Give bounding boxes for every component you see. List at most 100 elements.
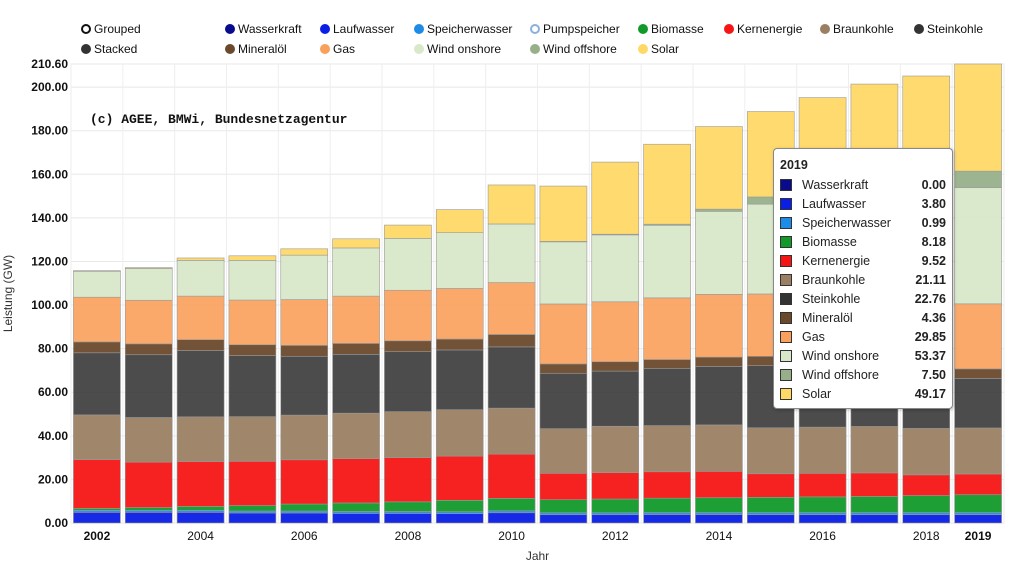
tooltip-swatch-icon: [780, 368, 792, 381]
bar-segment: [124, 417, 173, 463]
legend-item-stacked[interactable]: Stacked: [81, 42, 137, 56]
bar-segment: [746, 514, 795, 524]
bar-segment: [280, 503, 329, 512]
bar-segment: [954, 187, 1002, 305]
bar-segment: [124, 461, 173, 508]
bar-segment: [902, 474, 951, 496]
legend-item-series[interactable]: Wasserkraft: [225, 22, 302, 36]
legend-item-series[interactable]: Steinkohle: [914, 22, 983, 36]
y-tick-label: 180.00: [31, 124, 68, 138]
legend-item-series[interactable]: Solar: [638, 42, 679, 56]
bar-segment: [954, 473, 1002, 496]
bar-segment: [384, 457, 432, 503]
legend-label: Wind onshore: [427, 42, 502, 56]
legend-color-icon: [638, 24, 648, 34]
bar-segment: [176, 512, 225, 524]
tooltip-series-name: Kernenergie: [802, 253, 871, 268]
bar-segment: [798, 496, 847, 513]
tooltip-row: Steinkohle 22.76: [780, 289, 946, 308]
bar-segment: [798, 426, 847, 474]
tooltip-series-value: 7.50: [921, 367, 946, 382]
tooltip-series-name: Braunkohle: [802, 272, 866, 287]
tooltip-swatch-icon: [780, 216, 792, 229]
tooltip-series-name: Wasserkraft: [802, 177, 869, 192]
legend-color-icon: [320, 24, 330, 34]
legend-label: Mineralöl: [238, 42, 287, 56]
bar-segment: [176, 260, 225, 297]
x-tick-label: 2010: [498, 529, 525, 543]
bar-segment: [798, 473, 847, 498]
bar-segment: [591, 234, 640, 303]
legend-item-series[interactable]: Pumpspeicher: [530, 22, 620, 36]
legend-item-series[interactable]: Gas: [320, 42, 355, 56]
y-tick-label: 200.00: [31, 80, 68, 94]
bar-segment: [228, 505, 277, 512]
x-tick-label: 2008: [395, 529, 422, 543]
bar-segment: [332, 295, 380, 344]
bar-segment: [73, 341, 121, 354]
bar-segment: [591, 425, 640, 473]
bar-segment: [643, 359, 691, 369]
bar-segment: [591, 514, 640, 524]
legend-item-grouped[interactable]: Grouped: [81, 22, 141, 36]
tooltip-swatch-icon: [780, 311, 792, 324]
bar-segment: [176, 257, 225, 261]
legend-item-series[interactable]: Laufwasser: [320, 22, 394, 36]
legend-label: Gas: [333, 42, 356, 56]
legend-label: Wasserkraft: [238, 22, 302, 36]
bar-segment: [332, 513, 380, 524]
x-tick-label: 2014: [706, 529, 733, 543]
tooltip-row: Wind offshore 7.50: [780, 365, 946, 384]
bar-segment: [539, 473, 588, 500]
legend-item-series[interactable]: Wind onshore: [414, 42, 501, 56]
bar-segment: [384, 224, 432, 239]
legend-item-series[interactable]: Mineralöl: [225, 42, 287, 56]
bar-segment: [850, 496, 899, 513]
bar-segment: [280, 355, 329, 416]
x-tick-label: 2006: [291, 529, 318, 543]
legend-label: Solar: [651, 42, 680, 56]
bar-segment: [487, 512, 536, 524]
radio-selected-icon: [81, 44, 91, 54]
bar-segment: [695, 366, 743, 426]
bar-segment: [539, 363, 588, 374]
bar-segment: [798, 514, 847, 524]
y-tick-label: 100.00: [31, 298, 68, 312]
tooltip-series-name: Speicherwasser: [802, 215, 891, 230]
bar-segment: [384, 411, 432, 458]
bar-segment: [228, 512, 277, 524]
radio-unselected-icon: [81, 24, 91, 34]
tooltip-series-value: 0.99: [921, 215, 946, 230]
bar-segment: [73, 270, 121, 298]
bar-segment: [124, 354, 173, 418]
bar-segment: [228, 355, 277, 417]
bar-segment: [280, 414, 329, 461]
bar-segment: [643, 224, 691, 299]
bar-segment: [73, 352, 121, 416]
bar-segment: [384, 351, 432, 412]
legend-label: Pumpspeicher: [543, 22, 620, 36]
y-axis-label: Leistung (GW): [1, 255, 15, 332]
bar-segment: [384, 501, 432, 512]
tooltip-series-name: Steinkohle: [802, 291, 861, 306]
tooltip-row: Speicherwasser 0.99: [780, 213, 946, 232]
y-tick-label: 140.00: [31, 211, 68, 225]
bar-segment: [902, 428, 951, 476]
tooltip: 2019 Wasserkraft 0.00 Laufwasser 3.80 Speich…: [773, 148, 953, 409]
bar-segment: [176, 350, 225, 418]
legend-item-series[interactable]: Speicherwasser: [414, 22, 512, 36]
tooltip-title: 2019: [780, 158, 808, 172]
bar-segment: [73, 414, 121, 460]
legend-item-series[interactable]: Kernenergie: [724, 22, 802, 36]
bar-segment: [487, 346, 536, 409]
legend-item-series[interactable]: Biomasse: [638, 22, 704, 36]
bar-segment: [384, 289, 432, 342]
legend-color-icon: [820, 24, 830, 34]
bar-segment: [332, 354, 380, 414]
bar-segment: [435, 209, 484, 233]
bar-segment: [228, 416, 277, 462]
tooltip-series-value: 53.37: [914, 348, 946, 363]
legend-item-series[interactable]: Braunkohle: [820, 22, 894, 36]
bar-segment: [487, 498, 536, 512]
legend-item-series[interactable]: Wind offshore: [530, 42, 617, 56]
